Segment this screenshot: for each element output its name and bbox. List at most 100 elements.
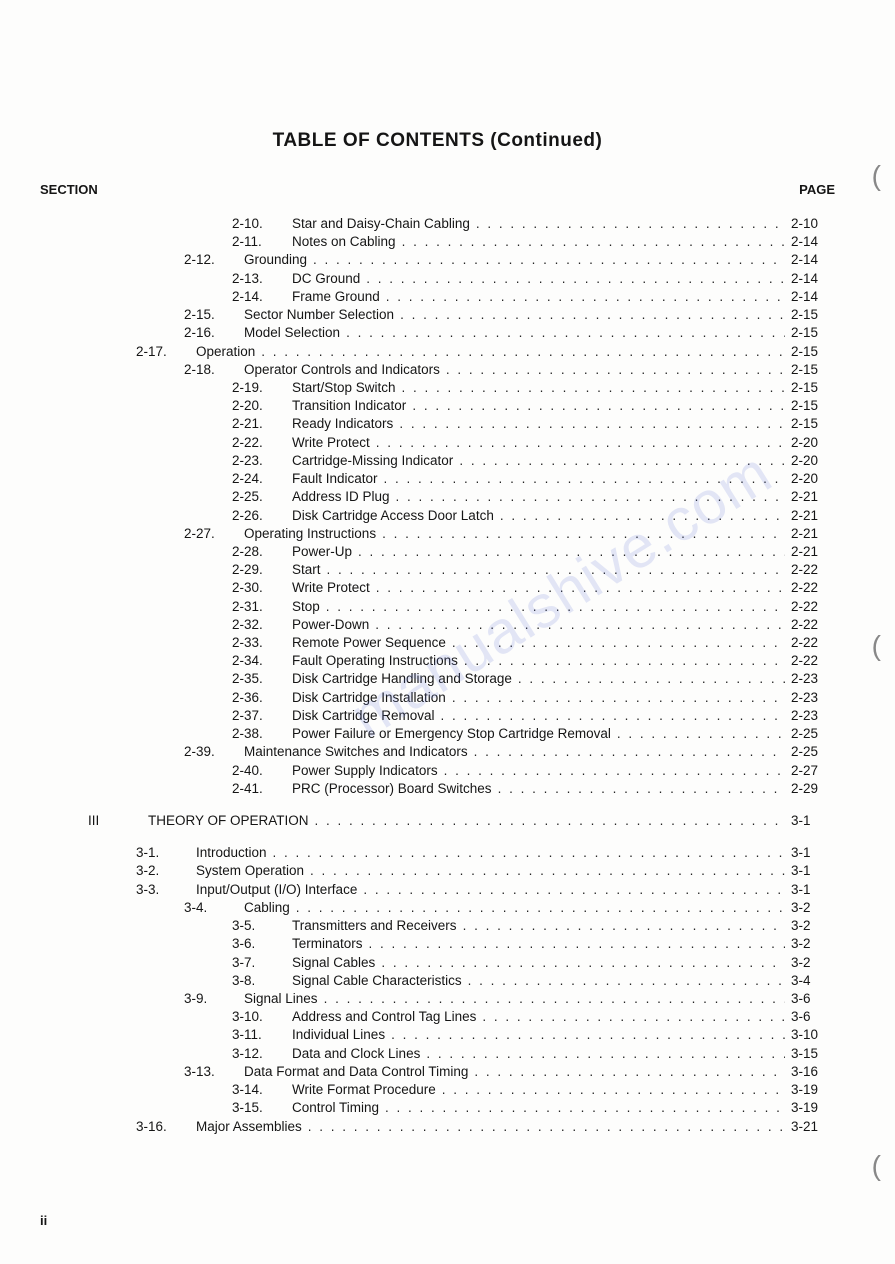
leader-dots [327, 561, 785, 579]
toc-entry-page: 2-15 [791, 343, 835, 361]
leader-dots [396, 488, 785, 506]
table-of-contents: 2-10.Star and Daisy-Chain Cabling2-102-1… [40, 215, 835, 1136]
toc-entry-number: 2-35. [232, 670, 292, 688]
margin-paren-mark: ( [872, 630, 881, 662]
toc-entry: 3-5.Transmitters and Receivers3-2 [40, 917, 835, 935]
toc-entry-page: 2-15 [791, 361, 835, 379]
leader-dots [426, 1045, 785, 1063]
toc-entry: 2-39.Maintenance Switches and Indicators… [40, 743, 835, 761]
leader-dots [400, 306, 785, 324]
leader-dots [452, 634, 785, 652]
toc-entry-title: Power-Up [292, 543, 352, 561]
leader-dots [382, 525, 785, 543]
toc-entry-page: 3-6 [791, 990, 835, 1008]
toc-entry: 3-9.Signal Lines 3-6 [40, 990, 835, 1008]
toc-entry: 2-11.Notes on Cabling2-14 [40, 233, 835, 251]
toc-entry-title: DC Ground [292, 270, 360, 288]
toc-entry: 3-7.Signal Cables3-2 [40, 954, 835, 972]
toc-entry: 2-35.Disk Cartridge Handling and Storage… [40, 670, 835, 688]
toc-entry: 3-16.Major Assemblies3-21 [40, 1118, 835, 1136]
toc-entry-page: 2-22 [791, 616, 835, 634]
toc-entry-title: Remote Power Sequence [292, 634, 446, 652]
leader-dots [376, 434, 785, 452]
toc-entry-title: Cabling [244, 899, 290, 917]
toc-entry-page: 2-22 [791, 634, 835, 652]
leader-dots [500, 507, 785, 525]
toc-entry-title: Sector Number Selection [244, 306, 394, 324]
toc-entry-number: 2-32. [232, 616, 292, 634]
toc-entry-page: 3-2 [791, 954, 835, 972]
toc-entry-number: 2-33. [232, 634, 292, 652]
toc-entry-number: 2-25. [232, 488, 292, 506]
toc-entry-number: 2-15. [184, 306, 244, 324]
toc-entry-title: Data and Clock Lines [292, 1045, 420, 1063]
leader-dots [381, 954, 785, 972]
leader-dots [385, 1099, 785, 1117]
toc-entry: 2-37.Disk Cartridge Removal2-23 [40, 707, 835, 725]
toc-entry-number: 3-12. [232, 1045, 292, 1063]
toc-entry: 2-29.Start2-22 [40, 561, 835, 579]
toc-entry: 2-24.Fault Indicator2-20 [40, 470, 835, 488]
toc-entry-title: Disk Cartridge Handling and Storage [292, 670, 512, 688]
leader-dots [459, 452, 785, 470]
toc-entry-number: III [88, 812, 148, 830]
toc-entry-title: Signal Cables [292, 954, 375, 972]
toc-entry-page: 2-14 [791, 288, 835, 306]
toc-entry-page: 2-20 [791, 434, 835, 452]
leader-dots [310, 862, 785, 880]
toc-entry-number: 3-13. [184, 1063, 244, 1081]
toc-entry-title: Disk Cartridge Access Door Latch [292, 507, 494, 525]
toc-entry: 2-16.Model Selection2-15 [40, 324, 835, 342]
leader-dots [363, 881, 785, 899]
toc-entry-page: 3-6 [791, 1008, 835, 1026]
toc-entry-number: 2-27. [184, 525, 244, 543]
toc-entry: 2-21.Ready Indicators2-15 [40, 415, 835, 433]
toc-entry-title: Grounding [244, 251, 307, 269]
toc-entry-title: Write Protect [292, 579, 370, 597]
toc-entry-page: 3-15 [791, 1045, 835, 1063]
toc-entry: 2-28.Power-Up2-21 [40, 543, 835, 561]
toc-entry-title: Power Failure or Emergency Stop Cartridg… [292, 725, 611, 743]
toc-entry-page: 2-10 [791, 215, 835, 233]
toc-entry-page: 2-20 [791, 470, 835, 488]
toc-entry-page: 3-1 [791, 881, 835, 899]
toc-entry-page: 2-23 [791, 689, 835, 707]
toc-entry: 2-23.Cartridge-Missing Indicator2-20 [40, 452, 835, 470]
toc-entry-page: 2-21 [791, 543, 835, 561]
toc-entry-page: 3-16 [791, 1063, 835, 1081]
toc-entry-number: 2-19. [232, 379, 292, 397]
toc-entry: 2-32.Power-Down2-22 [40, 616, 835, 634]
leader-dots [446, 361, 785, 379]
toc-entry-number: 3-1. [136, 844, 196, 862]
leader-dots [384, 470, 785, 488]
toc-entry-number: 3-9. [184, 990, 244, 1008]
toc-entry-number: 3-3. [136, 881, 196, 899]
toc-entry: 2-26.Disk Cartridge Access Door Latch2-2… [40, 507, 835, 525]
margin-paren-mark: ( [872, 160, 881, 192]
leader-dots [399, 415, 785, 433]
leader-dots [441, 707, 785, 725]
page-title: TABLE OF CONTENTS (Continued) [40, 130, 835, 152]
leader-dots [386, 288, 785, 306]
toc-entry-page: 2-20 [791, 452, 835, 470]
toc-entry: 2-34.Fault Operating Instructions2-22 [40, 652, 835, 670]
toc-entry-page: 3-10 [791, 1026, 835, 1044]
leader-dots [474, 1063, 785, 1081]
toc-entry-number: 2-24. [232, 470, 292, 488]
leader-dots [313, 251, 785, 269]
toc-entry-number: 2-13. [232, 270, 292, 288]
page-number: ii [40, 1213, 47, 1228]
toc-entry-number: 2-37. [232, 707, 292, 725]
leader-dots [617, 725, 785, 743]
leader-dots [498, 780, 785, 798]
toc-entry: 2-40.Power Supply Indicators2-27 [40, 762, 835, 780]
toc-entry-title: Signal Cable Characteristics [292, 972, 462, 990]
toc-entry-title: Signal Lines [244, 990, 318, 1008]
toc-entry-number: 2-41. [232, 780, 292, 798]
toc-entry-number: 3-2. [136, 862, 196, 880]
leader-dots [369, 935, 785, 953]
toc-entry-page: 2-14 [791, 270, 835, 288]
toc-entry: 2-41.PRC (Processor) Board Switches2-29 [40, 780, 835, 798]
toc-entry: 2-13.DC Ground 2-14 [40, 270, 835, 288]
toc-entry-title: Power Supply Indicators [292, 762, 438, 780]
